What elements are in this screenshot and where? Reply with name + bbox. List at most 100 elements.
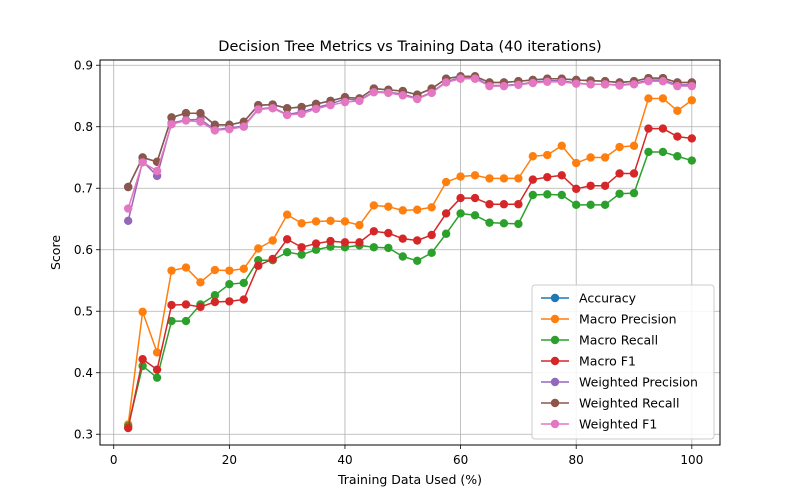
weighted-f1-point [413, 94, 422, 104]
x-tick-label: 80 [569, 453, 584, 467]
macro-f1-line [127, 127, 692, 429]
weighted-f1-point [254, 105, 263, 114]
macro-precision-point [456, 172, 465, 181]
weighted-f1-point [152, 166, 162, 176]
macro-precision-point [600, 153, 610, 162]
weighted-f1-point [196, 117, 205, 127]
y-tick-label: 0.7 [74, 182, 93, 196]
macro-f1-point [167, 300, 176, 310]
weighted-recall-line [127, 75, 692, 188]
macro-precision-point [369, 201, 379, 210]
macro-recall-point [600, 200, 610, 210]
macro-f1-point [210, 297, 220, 307]
plot-frame [99, 59, 721, 446]
macro-precision-point [485, 174, 494, 183]
legend-marker-weighted-recall [550, 398, 560, 408]
macro-precision-line [127, 97, 693, 425]
legend-label-macro-f1: Macro F1 [579, 354, 636, 369]
weighted-f1-point [441, 78, 451, 87]
weighted-f1-point [297, 109, 306, 119]
macro-f1-point [384, 228, 393, 238]
x-tick-label: 100 [680, 453, 703, 467]
macro-precision-point [196, 278, 205, 287]
macro-recall-point [369, 243, 379, 252]
macro-recall-point [629, 188, 639, 198]
weighted-f1-point [658, 77, 668, 86]
macro-precision-point [557, 141, 566, 150]
macro-precision-point [687, 96, 697, 105]
grid [100, 60, 720, 445]
macro-f1-point [196, 302, 205, 312]
weighted-f1-point [311, 104, 321, 114]
macro-precision-point [427, 203, 436, 212]
weighted-f1-point [167, 120, 176, 129]
macro-precision-point [167, 266, 176, 275]
macro-precision-point [384, 202, 393, 211]
weighted-f1-point [282, 110, 292, 120]
x-tick-label: 40 [337, 453, 352, 467]
macro-precision-point [340, 217, 350, 226]
macro-precision-point [254, 244, 263, 253]
macro-f1-point [543, 172, 552, 182]
weighted-f1-point [384, 88, 393, 98]
weighted-f1-point [673, 81, 682, 91]
macro-precision-point [615, 142, 624, 152]
macro-recall-point [615, 189, 624, 198]
macro-recall-point [687, 156, 697, 165]
macro-precision-point [152, 348, 162, 357]
macro-f1-point [152, 365, 162, 374]
macro-recall-point [470, 211, 480, 220]
macro-recall-point [557, 190, 566, 200]
legend-marker-macro-recall [550, 335, 560, 345]
macro-f1-point [499, 200, 509, 209]
macro-recall-line [127, 151, 693, 427]
weighted-recall-point [123, 182, 133, 192]
macro-f1-point [427, 230, 436, 240]
macro-recall-point [181, 316, 191, 326]
y-tick-label: 0.6 [74, 243, 93, 257]
macro-f1-point [138, 355, 147, 364]
macro-recall-point [413, 256, 422, 265]
legend-marker-accuracy [550, 293, 560, 303]
macro-f1-point [297, 243, 306, 252]
weighted-f1-point [326, 101, 335, 110]
legend-label-weighted-f1: Weighted F1 [579, 417, 657, 432]
y-tick-label: 0.4 [74, 366, 93, 380]
weighted-f1-point [239, 122, 248, 131]
macro-recall-point [673, 152, 682, 161]
macro-precision-point [644, 94, 653, 103]
macro-recall-point [499, 219, 509, 228]
macro-precision-point [514, 174, 523, 183]
weighted-f1-point [528, 78, 538, 88]
weighted-f1-point [456, 74, 465, 83]
macro-precision-point [210, 265, 220, 275]
macro-recall-point [239, 278, 248, 288]
weighted-f1-point [268, 104, 277, 113]
macro-recall-point [441, 229, 451, 238]
macro-f1-point [658, 124, 668, 133]
weighted-f1-point [615, 81, 624, 90]
weighted-f1-point [543, 77, 552, 87]
macro-precision-point [181, 263, 191, 272]
macro-f1-point [470, 193, 480, 203]
weighted-f1-point [470, 74, 480, 83]
macro-recall-point [586, 200, 595, 210]
macro-precision-point [499, 174, 509, 183]
macro-f1-point [239, 295, 248, 304]
legend-label-accuracy: Accuracy [579, 291, 637, 306]
weighted-f1-point [138, 158, 147, 167]
macro-recall-point [485, 218, 494, 227]
macro-precision-point [355, 220, 364, 230]
macro-precision-point [282, 210, 292, 219]
macro-precision-point [239, 264, 248, 273]
weighted-f1-line [127, 78, 692, 209]
axis-ticks: 0 20 40 60 80 100 0.3 0.4 0.5 0.6 0.7 0.8 0.9 [74, 59, 703, 467]
macro-f1-point [282, 235, 292, 244]
macro-precision-point [268, 236, 277, 245]
macro-recall-point [456, 209, 465, 218]
legend-box [531, 284, 715, 440]
y-tick-label: 0.5 [74, 305, 93, 319]
macro-f1-point [181, 300, 191, 309]
macro-f1-point [557, 171, 566, 180]
macro-precision-point [528, 152, 538, 161]
